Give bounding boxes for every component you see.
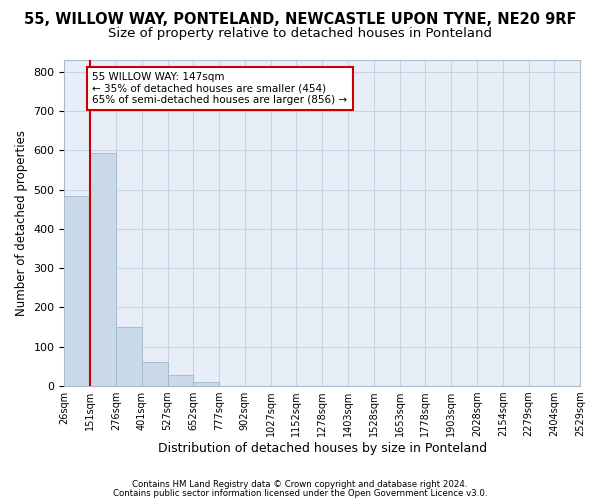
Text: 55 WILLOW WAY: 147sqm
← 35% of detached houses are smaller (454)
65% of semi-det: 55 WILLOW WAY: 147sqm ← 35% of detached …	[92, 72, 347, 105]
Bar	[142, 362, 167, 386]
Bar	[116, 327, 142, 386]
Text: Contains public sector information licensed under the Open Government Licence v3: Contains public sector information licen…	[113, 489, 487, 498]
Text: 55, WILLOW WAY, PONTELAND, NEWCASTLE UPON TYNE, NE20 9RF: 55, WILLOW WAY, PONTELAND, NEWCASTLE UPO…	[24, 12, 576, 28]
Bar	[167, 376, 193, 386]
Text: Contains HM Land Registry data © Crown copyright and database right 2024.: Contains HM Land Registry data © Crown c…	[132, 480, 468, 489]
Bar	[193, 382, 219, 386]
Text: Size of property relative to detached houses in Ponteland: Size of property relative to detached ho…	[108, 28, 492, 40]
Bar	[64, 196, 90, 386]
Y-axis label: Number of detached properties: Number of detached properties	[15, 130, 28, 316]
X-axis label: Distribution of detached houses by size in Ponteland: Distribution of detached houses by size …	[158, 442, 487, 455]
Bar	[90, 154, 116, 386]
